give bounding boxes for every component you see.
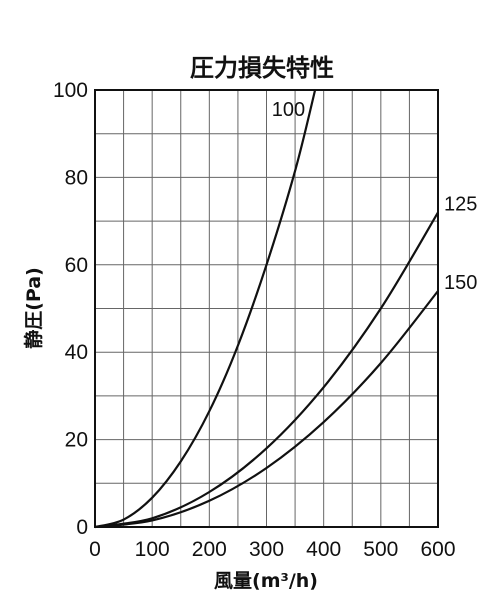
plot-frame (94, 89, 439, 528)
x-tick-label: 100 (135, 538, 170, 561)
chart-series (94, 89, 439, 529)
chart-grid (95, 90, 438, 527)
series-line-100 (94, 89, 317, 529)
y-axis-label: 静圧(Pa) (22, 267, 45, 349)
y-tick-label: 20 (65, 429, 88, 452)
y-tick-labels: 0 20 40 60 80 100 (53, 79, 88, 539)
series-label-125: 125 (444, 193, 477, 215)
x-tick-label: 400 (306, 538, 341, 561)
x-tick-label: 0 (89, 538, 101, 561)
chart-title: 圧力損失特性 (190, 54, 334, 82)
x-axis-label: 風量(m³/h) (214, 570, 318, 592)
series-labels: 100 125 150 (272, 99, 478, 294)
series-line-125 (94, 211, 439, 529)
y-tick-label: 80 (65, 166, 88, 189)
x-tick-label: 300 (249, 538, 284, 561)
y-tick-label: 100 (53, 79, 88, 102)
series-line-150 (94, 290, 439, 529)
x-tick-label: 500 (363, 538, 398, 561)
x-tick-label: 600 (420, 538, 455, 561)
series-label-100: 100 (272, 99, 305, 121)
y-tick-label: 40 (65, 341, 88, 364)
series-label-150: 150 (444, 272, 477, 294)
y-tick-label: 0 (76, 516, 88, 539)
x-tick-labels: 0 100 200 300 400 500 600 (89, 538, 455, 561)
y-tick-label: 60 (65, 254, 88, 277)
x-tick-label: 200 (192, 538, 227, 561)
